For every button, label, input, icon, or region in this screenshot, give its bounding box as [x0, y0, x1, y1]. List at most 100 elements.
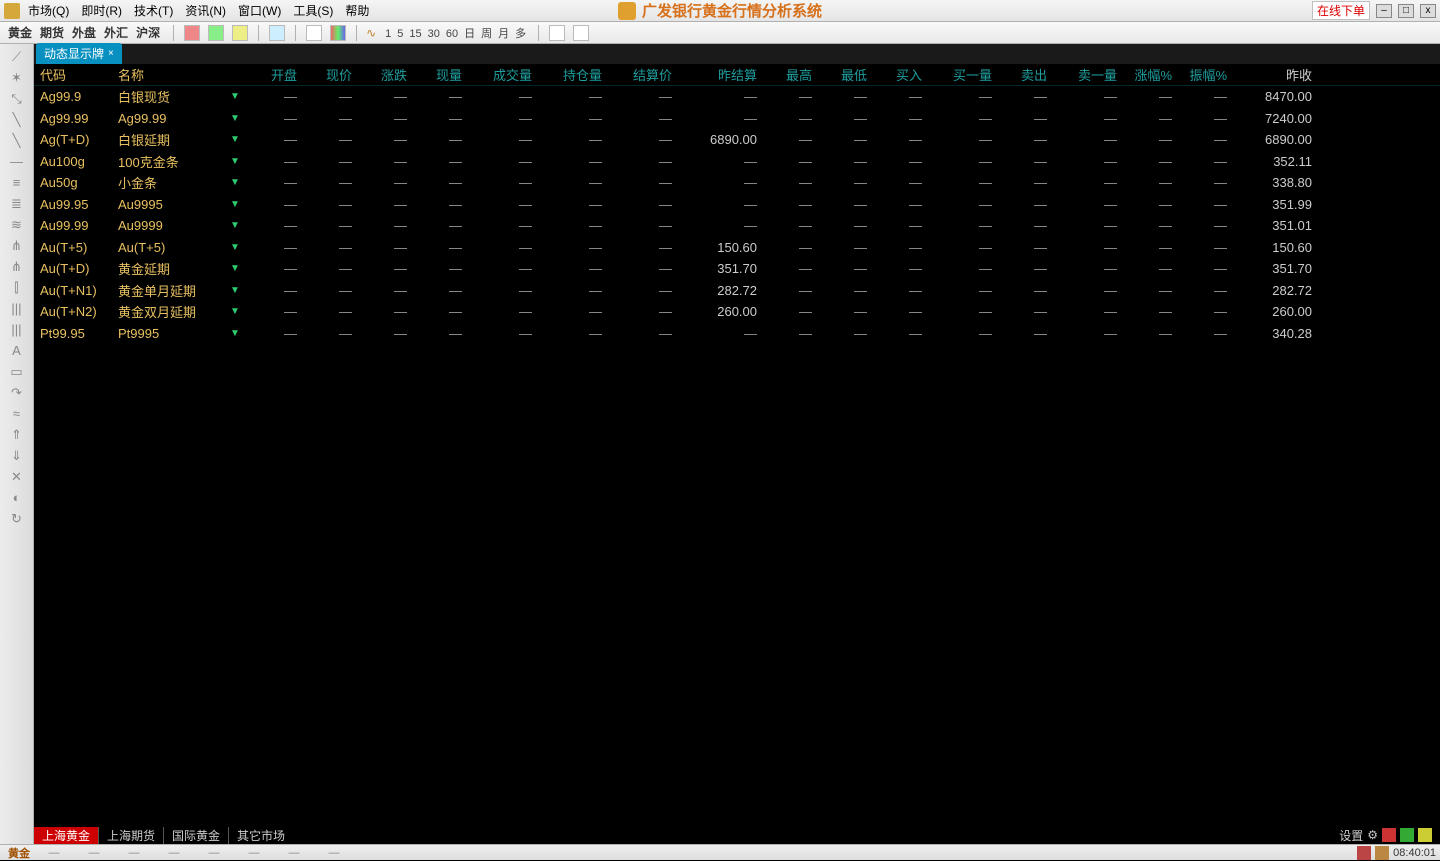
tab-close-icon[interactable]: × [108, 48, 114, 59]
tab-dynamic-board[interactable]: 动态显示牌 × [36, 43, 122, 64]
vtool-icon[interactable]: ↷ [6, 384, 28, 402]
column-header[interactable]: 最低 [818, 65, 873, 84]
menu-item[interactable]: 市场(Q) [24, 2, 73, 19]
vtool-icon[interactable]: ▭ [6, 363, 28, 381]
wave-icon[interactable]: ∿ [366, 26, 376, 40]
table-row[interactable]: Pt99.95Pt9995▼————————————————340.28 [34, 323, 1440, 345]
period-button[interactable]: 1 [382, 28, 394, 40]
category-tab[interactable]: 外汇 [100, 26, 132, 40]
menu-item[interactable]: 工具(S) [289, 2, 337, 19]
period-button[interactable]: 日 [461, 28, 478, 40]
period-button[interactable]: 月 [495, 28, 512, 40]
vtool-icon[interactable]: ↻ [6, 510, 28, 528]
toolbar-icon-6[interactable] [573, 25, 589, 41]
column-header[interactable]: 卖出 [998, 65, 1053, 84]
period-button[interactable]: 30 [425, 28, 443, 40]
vtool-icon[interactable]: ✶ [6, 69, 28, 87]
settings-button[interactable]: 设置 [1339, 827, 1363, 844]
period-button[interactable]: 5 [394, 28, 406, 40]
toolbar-icon-2[interactable] [208, 25, 224, 41]
vtool-icon[interactable]: ||| [6, 300, 28, 318]
toolbar-icon-3[interactable] [232, 25, 248, 41]
menu-item[interactable]: 即时(R) [77, 2, 126, 19]
vtool-icon[interactable]: ⇑ [6, 426, 28, 444]
market-tab[interactable]: 其它市场 [228, 827, 293, 844]
menu-item[interactable]: 资讯(N) [181, 2, 230, 19]
column-header[interactable]: 振幅% [1178, 65, 1233, 84]
vtool-icon[interactable]: ≋ [6, 216, 28, 234]
vtool-icon[interactable]: ≣ [6, 195, 28, 213]
column-header[interactable]: 涨跌 [358, 65, 413, 84]
column-header[interactable]: 现价 [303, 65, 358, 84]
table-row[interactable]: Au99.95Au9995▼————————————————351.99 [34, 194, 1440, 216]
vtool-icon[interactable]: ⟋ [6, 48, 28, 66]
column-header[interactable]: 开盘 [248, 65, 303, 84]
bars-icon[interactable] [330, 25, 346, 41]
column-header[interactable]: 买入 [873, 65, 928, 84]
status-icon-1[interactable] [1382, 828, 1396, 842]
category-tab[interactable]: 沪深 [132, 26, 164, 40]
column-header[interactable]: 最高 [763, 65, 818, 84]
status-icon-2[interactable] [1400, 828, 1414, 842]
status-icon-3[interactable] [1418, 828, 1432, 842]
period-button[interactable]: 多 [512, 28, 529, 40]
column-header[interactable]: 涨幅% [1123, 65, 1178, 84]
maximize-button[interactable]: □ [1398, 4, 1414, 18]
category-tab[interactable]: 外盘 [68, 26, 100, 40]
column-header[interactable]: 昨结算 [678, 65, 763, 84]
column-header[interactable]: 代码 [34, 65, 112, 84]
column-header[interactable]: 买一量 [928, 65, 998, 84]
table-row[interactable]: Au99.99Au9999▼————————————————351.01 [34, 215, 1440, 237]
vtool-icon[interactable]: ⫿ [6, 279, 28, 297]
toolbar-icon-1[interactable] [184, 25, 200, 41]
market-tab[interactable]: 上海期货 [98, 827, 163, 844]
period-button[interactable]: 15 [406, 28, 424, 40]
table-row[interactable]: Ag(T+D)白银延期▼———————6890.00————————6890.0… [34, 129, 1440, 151]
table-row[interactable]: Au(T+N1)黄金单月延期▼———————282.72————————282.… [34, 280, 1440, 302]
vtool-icon[interactable]: ≡ [6, 174, 28, 192]
vtool-icon[interactable]: ╲ [6, 111, 28, 129]
menu-item[interactable]: 帮助 [341, 2, 373, 19]
vtool-icon[interactable]: ||| [6, 321, 28, 339]
menu-item[interactable]: 窗口(W) [234, 2, 285, 19]
menu-item[interactable]: 技术(T) [130, 2, 177, 19]
period-button[interactable]: 周 [478, 28, 495, 40]
vtool-icon[interactable]: ✕ [6, 468, 28, 486]
vtool-icon[interactable]: ⋔ [6, 258, 28, 276]
chart-icon[interactable] [306, 25, 322, 41]
category-tab[interactable]: 黄金 [4, 26, 36, 40]
online-order-button[interactable]: 在线下单 [1312, 1, 1370, 20]
vtool-icon[interactable]: ╲ [6, 132, 28, 150]
gear-icon[interactable]: ⚙ [1367, 828, 1378, 842]
vtool-icon[interactable]: — [6, 153, 28, 171]
column-header[interactable]: 成交量 [468, 65, 538, 84]
category-tab[interactable]: 期货 [36, 26, 68, 40]
column-header[interactable]: 结算价 [608, 65, 678, 84]
market-tab[interactable]: 上海黄金 [34, 827, 98, 844]
table-row[interactable]: Ag99.99Ag99.99▼————————————————7240.00 [34, 108, 1440, 130]
column-header[interactable]: 现量 [413, 65, 468, 84]
column-header[interactable]: 持仓量 [538, 65, 608, 84]
table-row[interactable]: Ag99.9白银现货▼————————————————8470.00 [34, 86, 1440, 108]
vtool-icon[interactable]: A [6, 342, 28, 360]
vtool-icon[interactable]: ⤡ [6, 90, 28, 108]
vtool-icon[interactable]: ⋔ [6, 237, 28, 255]
vtool-icon[interactable]: ≈ [6, 405, 28, 423]
minimize-button[interactable]: – [1376, 4, 1392, 18]
table-row[interactable]: Au(T+N2)黄金双月延期▼———————260.00————————260.… [34, 301, 1440, 323]
vtool-icon[interactable]: ⇓ [6, 447, 28, 465]
column-header[interactable]: 昨收 [1233, 65, 1318, 84]
market-tab[interactable]: 国际黄金 [163, 827, 228, 844]
vtool-icon[interactable]: ◐ [6, 489, 28, 507]
table-row[interactable]: Au100g100克金条▼————————————————352.11 [34, 151, 1440, 173]
table-row[interactable]: Au50g小金条▼————————————————338.80 [34, 172, 1440, 194]
column-header[interactable]: 卖一量 [1053, 65, 1123, 84]
table-row[interactable]: Au(T+5)Au(T+5)▼———————150.60————————150.… [34, 237, 1440, 259]
column-header[interactable]: 名称 [112, 65, 222, 84]
toolbar-icon-4[interactable] [269, 25, 285, 41]
close-button[interactable]: x [1420, 4, 1436, 18]
toolbar-icon-5[interactable] [549, 25, 565, 41]
cell-ind: ▼ [222, 177, 248, 188]
period-button[interactable]: 60 [443, 28, 461, 40]
table-row[interactable]: Au(T+D)黄金延期▼———————351.70————————351.70 [34, 258, 1440, 280]
